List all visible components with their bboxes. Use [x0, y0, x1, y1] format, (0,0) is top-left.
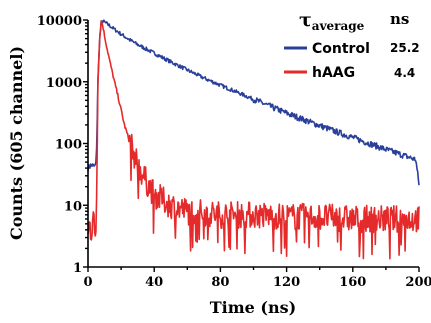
legend-value-control: 25.2 [390, 41, 420, 55]
legend-header-tau: τaverage [299, 9, 365, 33]
legend-header-subscript: average [312, 19, 365, 33]
x-tick-label-160: 160 [339, 275, 366, 290]
x-tick-label-200: 200 [405, 275, 431, 290]
series-line-control [87, 19, 420, 186]
y-tick-label-100: 100 [55, 138, 82, 153]
series-line-haag [87, 20, 420, 260]
legend-header-symbol: τ [299, 9, 312, 31]
x-tick-label-0: 0 [83, 275, 92, 290]
y-axis-title: Counts (605 channel) [7, 46, 26, 240]
x-axis-title: Time (ns) [210, 298, 296, 317]
y-tick-label-1: 1 [73, 261, 82, 276]
legend: τaverage ns Control 25.2 hAAG 4.4 [284, 9, 420, 81]
x-tick-label-40: 40 [145, 275, 163, 290]
x-tick-label-120: 120 [273, 275, 300, 290]
x-tick-label-80: 80 [211, 275, 229, 290]
legend-label-haag: hAAG [312, 65, 355, 81]
y-tick-label-1000: 1000 [46, 76, 82, 91]
y-tick-label-10000: 10000 [37, 14, 82, 29]
plot-area: 0 40 80 120 160 200 1 10 100 1000 10000 [37, 14, 431, 290]
y-tick-label-10: 10 [64, 199, 82, 214]
legend-label-control: Control [312, 41, 370, 57]
legend-value-haag: 4.4 [394, 66, 415, 80]
legend-header-unit: ns [390, 10, 409, 28]
